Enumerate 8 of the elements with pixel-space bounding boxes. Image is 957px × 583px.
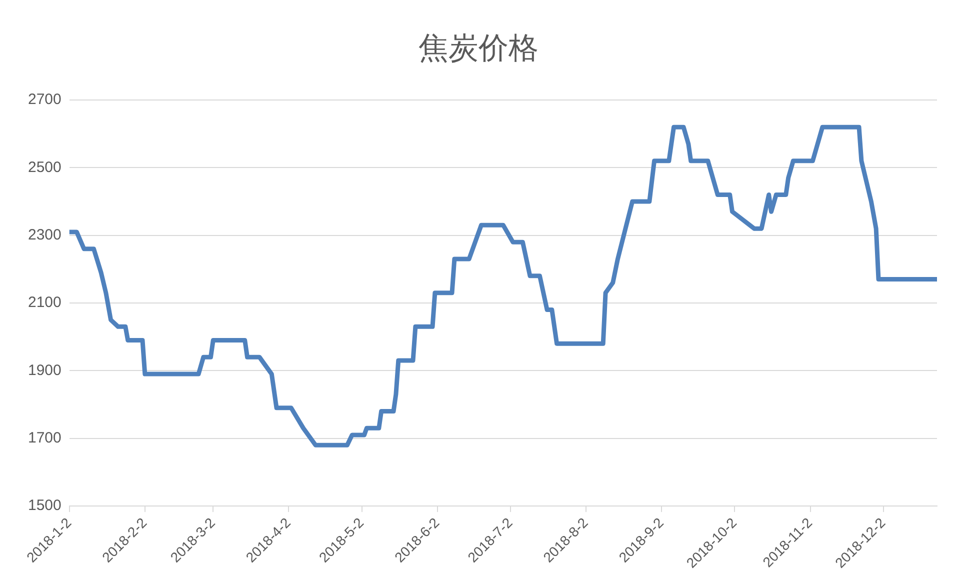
y-tick-label: 2500: [28, 158, 62, 176]
y-tick-label: 1500: [28, 497, 62, 514]
y-tick-label: 2100: [28, 294, 62, 312]
y-tick-label: 2300: [28, 226, 62, 244]
chart-title: 焦炭价格: [418, 30, 540, 68]
y-tick-label: 1900: [28, 362, 62, 379]
y-tick-label: 2700: [28, 91, 62, 108]
y-tick-label: 1700: [28, 429, 62, 446]
